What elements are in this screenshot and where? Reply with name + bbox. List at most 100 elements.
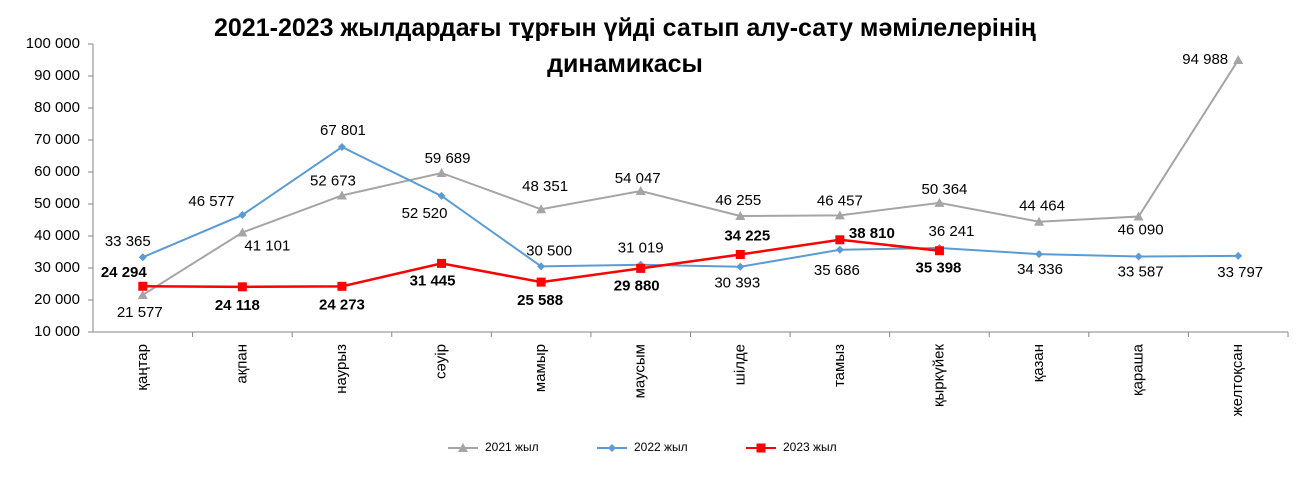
point xyxy=(237,282,247,292)
x-tick-label: мамыр xyxy=(532,344,549,392)
data-label: 34 336 xyxy=(1017,261,1063,278)
y-tick-label: 100 000 xyxy=(26,35,80,52)
y-tick-label: 70 000 xyxy=(34,131,80,148)
point xyxy=(436,167,447,177)
series: 33 365 46 577 67 801 52 520 30 500 31 019 30 3… xyxy=(105,122,1263,292)
x-tick-label: қыркүйек xyxy=(930,344,947,407)
point xyxy=(1233,55,1244,65)
data-label: 34 225 xyxy=(724,227,770,244)
x-tick-label: шілде xyxy=(731,344,748,385)
data-label: 46 255 xyxy=(715,192,761,209)
data-label: 46 457 xyxy=(817,192,863,209)
x-tick-label: қараша xyxy=(1130,343,1147,396)
point xyxy=(735,210,746,220)
legend-label: 2021 жыл xyxy=(485,440,539,454)
y-tick-label: 40 000 xyxy=(34,227,80,244)
legend-label: 2023 жыл xyxy=(783,440,837,454)
data-label: 48 351 xyxy=(522,178,568,195)
point xyxy=(735,249,745,259)
data-label: 24 294 xyxy=(101,264,148,281)
point xyxy=(1133,211,1144,221)
point xyxy=(835,235,845,245)
point xyxy=(237,227,248,237)
point xyxy=(537,262,546,271)
x-tick-label: наурыз xyxy=(333,344,350,394)
point xyxy=(834,210,845,220)
y-tick-label: 90 000 xyxy=(34,67,80,84)
data-label: 44 464 xyxy=(1019,198,1065,215)
point xyxy=(934,246,944,256)
data-label: 41 101 xyxy=(244,237,290,254)
series-line xyxy=(142,145,1239,268)
point xyxy=(337,281,347,291)
data-label: 54 047 xyxy=(615,170,661,187)
data-label: 30 393 xyxy=(714,275,760,292)
point xyxy=(337,143,346,152)
series: 24 294 24 118 24 273 31 445 25 588 29 880 34 2… xyxy=(101,225,962,314)
point xyxy=(1034,216,1045,226)
data-label: 46 577 xyxy=(188,193,234,210)
point xyxy=(536,204,547,214)
point xyxy=(636,263,646,273)
point xyxy=(336,190,347,200)
data-label: 25 588 xyxy=(517,292,563,309)
point xyxy=(835,245,844,254)
point xyxy=(437,258,447,268)
data-label: 50 364 xyxy=(922,181,968,198)
data-label: 31 445 xyxy=(410,272,456,289)
data-label: 33 587 xyxy=(1118,263,1164,280)
y-tick-label: 10 000 xyxy=(34,323,80,340)
data-label: 94 988 xyxy=(1182,51,1228,68)
data-label: 24 118 xyxy=(215,297,260,314)
data-label: 36 241 xyxy=(929,223,975,240)
x-tick-label: ақпан xyxy=(233,344,250,384)
point xyxy=(138,281,148,291)
data-label: 35 686 xyxy=(814,262,860,279)
x-tick-label: желтоқсан xyxy=(1229,344,1246,416)
data-label: 38 810 xyxy=(849,225,895,242)
y-tick-label: 30 000 xyxy=(34,259,80,276)
data-label: 21 577 xyxy=(117,304,163,321)
point xyxy=(137,289,148,299)
data-label: 59 689 xyxy=(425,150,471,167)
y-tick-label: 60 000 xyxy=(34,163,80,180)
data-label: 24 273 xyxy=(319,296,365,313)
data-label: 67 801 xyxy=(320,122,366,139)
point xyxy=(437,191,446,200)
data-label: 33 365 xyxy=(105,233,151,250)
data-label: 30 500 xyxy=(526,242,572,259)
x-tick-label: тамыз xyxy=(831,344,848,387)
data-label: 46 090 xyxy=(1118,221,1164,238)
point xyxy=(934,197,945,207)
data-label: 31 019 xyxy=(618,240,664,257)
point xyxy=(536,277,546,287)
point xyxy=(238,210,247,219)
point xyxy=(1234,251,1243,260)
point xyxy=(1035,250,1044,259)
x-tick-label: қазан xyxy=(1030,344,1047,382)
x-tick-label: сәуір xyxy=(433,344,450,379)
point xyxy=(736,262,745,271)
point xyxy=(635,186,646,196)
data-label: 29 880 xyxy=(614,277,660,294)
x-tick-label: маусым xyxy=(632,344,649,398)
data-label: 33 797 xyxy=(1217,264,1263,281)
x-tick-label: қаңтар xyxy=(134,344,151,391)
y-tick-label: 20 000 xyxy=(34,291,80,308)
data-label: 35 398 xyxy=(916,260,962,277)
y-tick-label: 50 000 xyxy=(34,195,80,212)
series: 21 577 41 101 52 673 59 689 48 351 54 047 46 2… xyxy=(117,51,1244,321)
series-line xyxy=(142,59,1240,296)
legend-marker xyxy=(608,444,616,452)
point xyxy=(138,253,147,262)
point xyxy=(1134,252,1143,261)
y-tick-label: 80 000 xyxy=(34,99,80,116)
data-label: 52 673 xyxy=(310,172,356,189)
data-label: 52 520 xyxy=(402,205,448,222)
legend-marker xyxy=(756,443,766,453)
legend-label: 2022 жыл xyxy=(634,440,688,454)
legend-marker xyxy=(458,443,468,452)
chart-title: 2021-2023 жылдардағы тұрғын үйді сатып а… xyxy=(214,14,1036,78)
